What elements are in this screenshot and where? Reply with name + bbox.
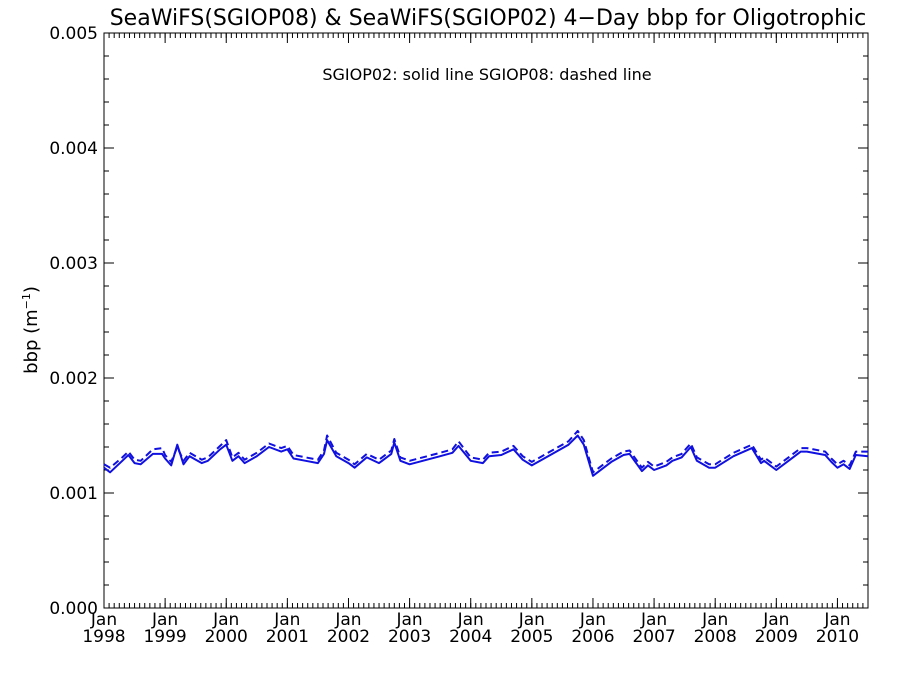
- y-tick-label: 0.002: [49, 369, 98, 389]
- y-axis-label-close: ): [21, 286, 42, 293]
- series-line-sgiop02: [103, 434, 869, 477]
- x-tick-month: Jan: [273, 610, 300, 630]
- y-tick-label: 0.005: [49, 24, 98, 44]
- x-tick-year: 1999: [143, 627, 186, 647]
- plot-frame: [103, 32, 869, 609]
- y-tick-label: 0.000: [49, 599, 98, 619]
- x-tick-year: 2006: [571, 627, 614, 647]
- y-axis-label-text: bbp (m: [21, 309, 42, 374]
- y-tick-label: 0.001: [49, 484, 98, 504]
- x-tick-month: Jan: [334, 610, 361, 630]
- x-tick-month: Jan: [518, 610, 545, 630]
- x-axis: Jan1998Jan1999Jan2000Jan2001Jan2002Jan20…: [82, 33, 869, 647]
- x-tick-year: 1998: [82, 627, 125, 647]
- x-tick-year: 2007: [632, 627, 675, 647]
- x-tick-month: Jan: [90, 610, 117, 630]
- x-tick-month: Jan: [640, 610, 667, 630]
- y-axis-label-exponent: −1: [20, 293, 33, 309]
- x-tick-year: 2001: [266, 627, 309, 647]
- x-tick-month: Jan: [823, 610, 850, 630]
- x-tick-year: 2005: [510, 627, 553, 647]
- y-tick-label: 0.004: [49, 139, 98, 159]
- y-tick-label: 0.003: [49, 254, 98, 274]
- series-layer: [103, 429, 869, 477]
- series-line-sgiop08: [103, 429, 868, 474]
- x-tick-year: 2002: [327, 627, 370, 647]
- x-tick-year: 2003: [388, 627, 431, 647]
- x-tick-year: 2004: [449, 627, 492, 647]
- chart-title: SeaWiFS(SGIOP08) & SeaWiFS(SGIOP02) 4−Da…: [110, 6, 867, 31]
- x-tick-month: Jan: [762, 610, 789, 630]
- x-tick-month: Jan: [395, 610, 422, 630]
- line-style-note: SGIOP02: solid line SGIOP08: dashed line: [322, 65, 651, 84]
- y-axis-label: bbp (m−1): [20, 286, 42, 374]
- x-tick-month: Jan: [457, 610, 484, 630]
- x-tick-month: Jan: [701, 610, 728, 630]
- x-tick-year: 2000: [205, 627, 248, 647]
- y-axis: 0.000 0.001 0.002 0.003 0.004 0.005: [49, 24, 868, 619]
- x-tick-year: 2010: [816, 627, 859, 647]
- x-tick-year: 2008: [694, 627, 737, 647]
- x-tick-year: 2009: [755, 627, 798, 647]
- x-tick-month: Jan: [579, 610, 606, 630]
- x-tick-month: Jan: [151, 610, 178, 630]
- x-tick-month: Jan: [212, 610, 239, 630]
